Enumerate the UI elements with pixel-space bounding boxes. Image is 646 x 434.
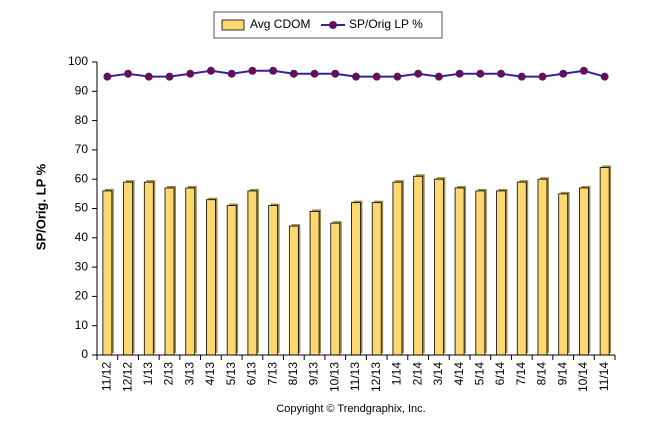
- x-tick-label: 12/13: [369, 362, 383, 392]
- x-tick-label: 11/13: [348, 362, 362, 391]
- x-tick-label: 8/14: [535, 362, 549, 386]
- bar: [102, 190, 113, 356]
- y-tick-label: 30: [75, 259, 89, 273]
- bar: [392, 181, 403, 356]
- x-tick-label: 7/13: [265, 362, 279, 386]
- line-marker: [248, 66, 257, 75]
- x-tick-label: 9/14: [555, 362, 569, 386]
- x-tick-label: 4/13: [203, 362, 217, 386]
- line-marker: [538, 72, 547, 81]
- y-axis-label: SP/Orig. LP %: [33, 163, 48, 250]
- bar: [226, 205, 237, 356]
- line-marker: [227, 69, 236, 78]
- line-marker: [434, 72, 443, 81]
- y-tick-label: 10: [75, 318, 89, 332]
- line-marker: [144, 72, 153, 81]
- x-tick-label: 12/12: [120, 362, 134, 392]
- x-tick-label: 2/13: [162, 362, 176, 386]
- bar: [579, 187, 589, 356]
- line-marker: [455, 69, 464, 78]
- line-marker: [310, 69, 319, 78]
- x-tick-label: 4/14: [452, 362, 466, 386]
- x-tick-label: 1/13: [141, 362, 155, 386]
- bar: [143, 181, 154, 356]
- y-tick-label: 40: [75, 230, 89, 244]
- line-marker: [517, 72, 526, 81]
- x-tick-label: 9/13: [307, 362, 321, 386]
- line-marker: [414, 69, 423, 78]
- line-marker: [476, 69, 485, 78]
- bar: [558, 193, 569, 356]
- bar: [599, 167, 610, 356]
- y-tick-label: 20: [75, 289, 89, 303]
- y-tick-label: 70: [75, 142, 89, 156]
- bar: [371, 202, 382, 356]
- bar: [516, 181, 527, 356]
- bar: [537, 178, 548, 356]
- y-tick-label: 100: [68, 54, 88, 68]
- legend-swatch: [221, 19, 245, 31]
- x-tick-label: 8/13: [286, 362, 300, 386]
- y-tick-label: 50: [75, 201, 89, 215]
- y-tick-label: 60: [75, 171, 89, 185]
- bar: [309, 211, 320, 356]
- line-marker: [352, 72, 360, 81]
- bar: [475, 190, 486, 356]
- line-marker: [103, 72, 112, 81]
- y-tick-label: 90: [75, 83, 89, 97]
- bar: [185, 187, 196, 356]
- line-marker: [206, 66, 215, 75]
- bar: [288, 225, 299, 356]
- bar: [164, 187, 175, 356]
- x-tick-label: 11/14: [597, 362, 611, 391]
- line-marker: [372, 72, 381, 81]
- bar: [454, 187, 465, 356]
- line-marker: [289, 69, 298, 78]
- bar: [206, 199, 216, 356]
- x-tick-label: 11/12: [100, 362, 114, 391]
- line-marker: [559, 69, 568, 78]
- bar: [247, 190, 258, 356]
- x-tick-label: 2/14: [410, 362, 424, 386]
- x-tick-label: 6/13: [245, 362, 259, 386]
- x-tick-label: 10/14: [576, 362, 590, 392]
- x-tick-label: 5/14: [472, 362, 486, 386]
- legend-marker: [329, 21, 337, 29]
- line-marker: [269, 66, 278, 75]
- y-tick-label: 0: [81, 347, 88, 361]
- line-marker: [600, 72, 609, 81]
- line-marker: [186, 69, 195, 78]
- legend-label: SP/Orig LP %: [349, 17, 423, 31]
- bar: [351, 202, 361, 356]
- y-tick-label: 80: [75, 113, 89, 127]
- line-marker: [579, 66, 588, 75]
- bar: [123, 181, 133, 356]
- bar: [413, 175, 424, 356]
- x-tick-label: 7/14: [514, 362, 528, 386]
- legend-label: Avg CDOM: [250, 17, 310, 31]
- bar: [330, 222, 341, 356]
- x-tick-label: 3/14: [431, 362, 445, 386]
- line-marker: [497, 69, 506, 78]
- line-marker: [165, 72, 174, 81]
- bar: [433, 178, 444, 356]
- copyright: Copyright © Trendgraphix, Inc.: [276, 403, 425, 415]
- line-marker: [393, 72, 402, 81]
- bar: [496, 190, 506, 356]
- x-tick-label: 10/13: [327, 362, 341, 392]
- x-tick-label: 1/14: [390, 362, 404, 386]
- line-marker: [331, 69, 340, 78]
- bar: [268, 205, 279, 356]
- x-tick-label: 6/14: [493, 362, 507, 386]
- line-marker: [124, 69, 133, 78]
- x-tick-label: 5/13: [224, 362, 238, 386]
- x-tick-label: 3/13: [182, 362, 196, 386]
